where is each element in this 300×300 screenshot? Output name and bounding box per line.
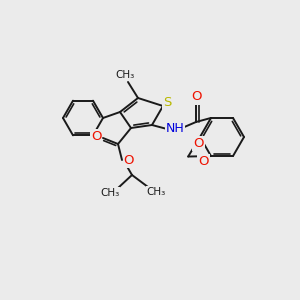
Text: CH₃: CH₃ (100, 188, 120, 198)
Text: NH: NH (166, 122, 184, 136)
Text: CH₃: CH₃ (116, 70, 135, 80)
Text: O: O (91, 130, 101, 143)
Text: CH₃: CH₃ (146, 187, 166, 197)
Text: S: S (163, 95, 171, 109)
Text: O: O (198, 155, 209, 168)
Text: O: O (124, 154, 134, 166)
Text: O: O (193, 137, 204, 150)
Text: O: O (191, 91, 201, 103)
